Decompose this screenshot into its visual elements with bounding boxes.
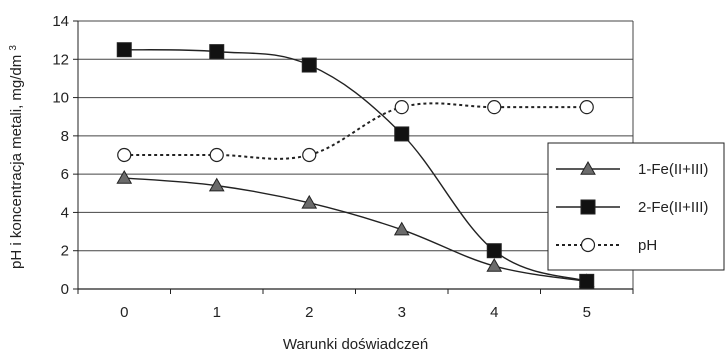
legend-swatch-marker bbox=[580, 160, 596, 175]
x-tick-label: 2 bbox=[305, 304, 313, 321]
data-point bbox=[487, 100, 502, 115]
data-point bbox=[579, 273, 595, 289]
gridlines bbox=[78, 20, 633, 290]
x-tick-label: 1 bbox=[213, 304, 221, 321]
data-point bbox=[486, 243, 502, 259]
data-point bbox=[117, 147, 132, 163]
y-tick-label: 10 bbox=[52, 90, 69, 107]
series-layer bbox=[116, 42, 595, 289]
y-tick-label: 2 bbox=[61, 243, 69, 260]
legend-swatch-marker bbox=[580, 237, 596, 253]
x-tick-label: 3 bbox=[398, 304, 406, 321]
data-point bbox=[393, 221, 410, 236]
legend-swatch-marker bbox=[580, 199, 596, 215]
data-point bbox=[579, 100, 594, 115]
legend-item: 2-Fe(II+III) bbox=[556, 199, 708, 216]
x-axis-title: Warunki doświadczeń bbox=[283, 336, 428, 353]
data-point bbox=[394, 100, 409, 115]
legend: 1-Fe(II+III) 2-Fe(II+III) pH bbox=[547, 142, 725, 271]
series-2 bbox=[116, 42, 595, 289]
y-tick-label: 4 bbox=[61, 204, 69, 221]
y-tick-label: 0 bbox=[61, 281, 69, 298]
y-axis-title-main: pH i koncentracja metali, mg/dm bbox=[8, 55, 25, 269]
legend-label: pH bbox=[638, 237, 657, 254]
series-line bbox=[124, 177, 587, 283]
legend-item: pH bbox=[556, 237, 657, 254]
data-point bbox=[301, 194, 318, 209]
series-1 bbox=[116, 169, 595, 288]
data-point bbox=[209, 44, 225, 60]
data-point bbox=[486, 258, 503, 272]
y-axis-title-superscript: 3 bbox=[8, 45, 19, 51]
x-tick-label: 5 bbox=[583, 304, 591, 321]
data-point bbox=[302, 147, 317, 163]
series-line bbox=[124, 102, 587, 160]
data-point bbox=[208, 177, 225, 192]
legend-label: 2-Fe(II+III) bbox=[638, 199, 708, 216]
y-tick-label: 14 bbox=[52, 13, 69, 30]
data-point bbox=[209, 147, 224, 163]
y-tick-label: 8 bbox=[61, 128, 69, 145]
axis-labels: Warunki doświadczeń pH i koncentracja me… bbox=[8, 45, 429, 353]
x-tick-label: 4 bbox=[490, 304, 498, 321]
data-point bbox=[301, 57, 317, 73]
legend-item: 1-Fe(II+III) bbox=[556, 160, 708, 178]
data-point bbox=[394, 126, 410, 142]
x-tick-label: 0 bbox=[120, 304, 128, 321]
data-point bbox=[116, 42, 132, 58]
series-line bbox=[124, 49, 587, 283]
y-tick-label: 12 bbox=[52, 51, 69, 68]
y-axis-title: pH i koncentracja metali, mg/dm 3 bbox=[8, 45, 26, 269]
data-point bbox=[116, 169, 133, 184]
legend-label: 1-Fe(II+III) bbox=[638, 161, 708, 178]
y-tick-label: 6 bbox=[61, 166, 69, 183]
series-3 bbox=[117, 100, 594, 163]
